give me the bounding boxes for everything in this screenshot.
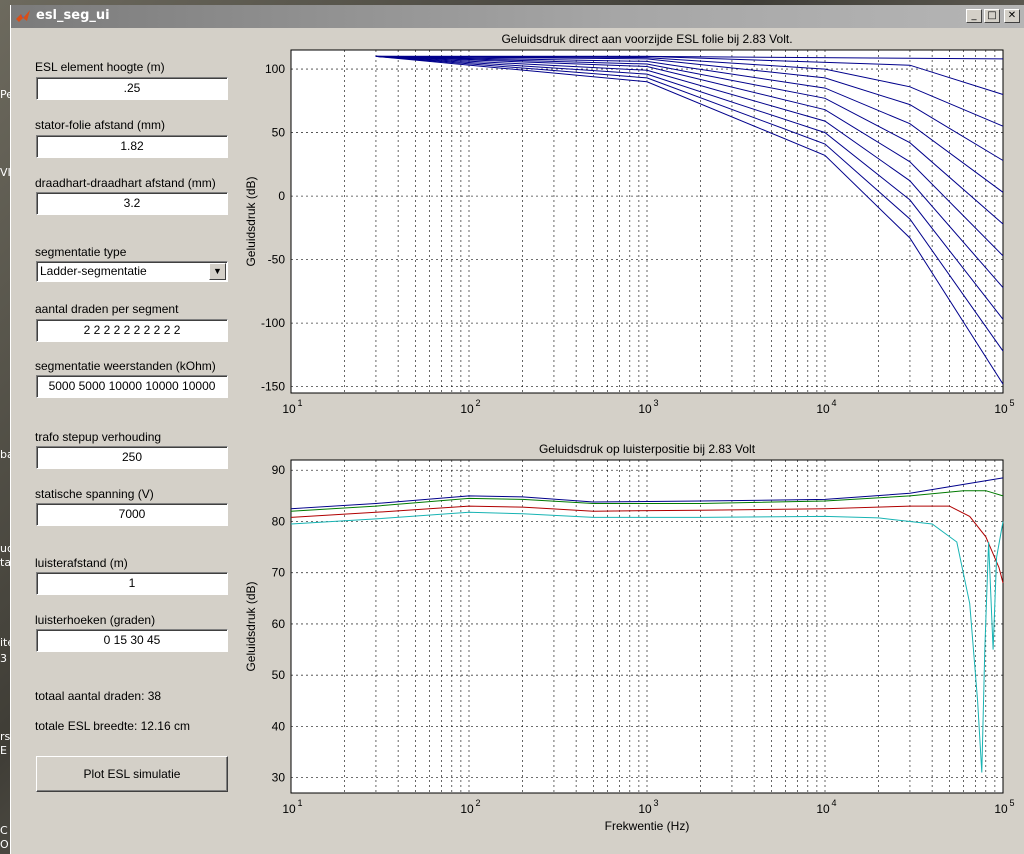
x-tick-exponent: 4 bbox=[831, 398, 836, 408]
series-line bbox=[290, 505, 1004, 584]
desktop-label: O bbox=[0, 838, 9, 851]
segtype-value: Ladder-segmentatie bbox=[40, 264, 147, 278]
wires-input[interactable]: 2 2 2 2 2 2 2 2 2 2 bbox=[36, 319, 228, 342]
series-line bbox=[290, 490, 1004, 512]
close-icon: ✕ bbox=[1007, 10, 1017, 21]
desktop-label: VI bbox=[0, 166, 11, 179]
segtype-select[interactable]: Ladder-segmentatie ▼ bbox=[36, 261, 228, 282]
close-button[interactable]: ✕ bbox=[1004, 9, 1020, 23]
x-tick-label: 10 bbox=[638, 402, 652, 416]
maximize-icon: □ bbox=[987, 10, 997, 21]
distance-label: luisterafstand (m) bbox=[35, 556, 128, 570]
trafo-label: trafo stepup verhouding bbox=[35, 430, 162, 444]
x-tick-exponent: 2 bbox=[475, 398, 480, 408]
y-tick-label: 80 bbox=[272, 514, 286, 528]
wires-label: aantal draden per segment bbox=[35, 302, 179, 316]
desktop-label: C bbox=[0, 824, 8, 837]
x-tick-label: 10 bbox=[638, 802, 652, 816]
x-tick-exponent: 4 bbox=[831, 798, 836, 808]
pitch-input[interactable]: 3.2 bbox=[36, 192, 228, 215]
series-line bbox=[375, 55, 1004, 225]
y-tick-label: 90 bbox=[272, 463, 286, 477]
y-tick-label: 50 bbox=[272, 126, 286, 140]
x-tick-label: 10 bbox=[816, 402, 830, 416]
y-tick-label: 100 bbox=[265, 62, 285, 76]
maximize-button[interactable]: □ bbox=[984, 9, 1000, 23]
y-axis-label: Geluidsdruk (dB) bbox=[244, 581, 258, 671]
minimize-button[interactable]: _ bbox=[966, 9, 982, 23]
y-tick-label: -50 bbox=[268, 253, 286, 267]
resistors-label: segmentatie weerstanden (kOhm) bbox=[35, 359, 216, 373]
angles-input[interactable]: 0 15 30 45 bbox=[36, 629, 228, 652]
matlab-icon[interactable] bbox=[15, 8, 31, 24]
y-tick-label: 50 bbox=[272, 668, 286, 682]
x-tick-exponent: 5 bbox=[1009, 798, 1014, 808]
y-tick-label: -150 bbox=[261, 380, 285, 394]
bias-label: statische spanning (V) bbox=[35, 487, 154, 501]
x-tick-exponent: 3 bbox=[653, 398, 658, 408]
desktop-label: 3 bbox=[0, 652, 7, 665]
minimize-icon: _ bbox=[971, 10, 977, 21]
x-tick-label: 10 bbox=[282, 402, 296, 416]
height-input[interactable]: .25 bbox=[36, 77, 228, 100]
x-tick-label: 10 bbox=[816, 802, 830, 816]
series-line bbox=[290, 511, 1004, 773]
app-window: esl_seg_ui _ □ ✕ ESL element hoogte (m) … bbox=[10, 5, 1024, 854]
series-line bbox=[290, 477, 1004, 510]
total-wires-text: totaal aantal draden: 38 bbox=[35, 689, 162, 703]
resistors-input[interactable]: 5000 5000 10000 10000 10000 bbox=[36, 375, 228, 398]
y-tick-label: 40 bbox=[272, 719, 286, 733]
x-tick-label: 10 bbox=[994, 402, 1008, 416]
pitch-label: draadhart-draadhart afstand (mm) bbox=[35, 176, 216, 190]
chevron-down-icon[interactable]: ▼ bbox=[209, 263, 226, 280]
desktop-label: ta bbox=[0, 556, 12, 569]
total-width-text: totale ESL breedte: 12.16 cm bbox=[35, 719, 190, 733]
x-tick-label: 10 bbox=[460, 802, 474, 816]
window-title: esl_seg_ui bbox=[36, 8, 110, 23]
segtype-label: segmentatie type bbox=[35, 245, 127, 259]
x-tick-label: 10 bbox=[460, 402, 474, 416]
series-line bbox=[375, 55, 1004, 352]
y-tick-label: 30 bbox=[272, 771, 286, 785]
y-tick-label: 60 bbox=[272, 617, 286, 631]
x-tick-exponent: 1 bbox=[297, 798, 302, 808]
bias-input[interactable]: 7000 bbox=[36, 503, 228, 526]
x-tick-exponent: 3 bbox=[653, 798, 658, 808]
series-line bbox=[375, 55, 1004, 161]
series-line bbox=[375, 55, 1004, 320]
x-tick-label: 10 bbox=[282, 802, 296, 816]
y-tick-label: -100 bbox=[261, 316, 285, 330]
series-line bbox=[375, 55, 1004, 385]
x-tick-label: 10 bbox=[994, 802, 1008, 816]
gap-label: stator-folie afstand (mm) bbox=[35, 118, 166, 132]
series-line bbox=[375, 55, 1004, 257]
series-line bbox=[375, 55, 1004, 193]
title-bar[interactable]: esl_seg_ui _ □ ✕ bbox=[11, 5, 1024, 28]
desktop-label: Pe bbox=[0, 88, 14, 101]
y-tick-label: 70 bbox=[272, 566, 286, 580]
chart-title: Geluidsdruk op luisterpositie bij 2.83 V… bbox=[539, 442, 756, 456]
x-axis-label: Frekwentie (Hz) bbox=[605, 819, 690, 833]
plot-button[interactable]: Plot ESL simulatie bbox=[36, 756, 228, 792]
x-tick-exponent: 5 bbox=[1009, 398, 1014, 408]
desktop-label: E bbox=[0, 744, 7, 757]
distance-input[interactable]: 1 bbox=[36, 572, 228, 595]
y-axis-label: Geluidsdruk (dB) bbox=[244, 176, 258, 266]
y-tick-label: 0 bbox=[278, 189, 285, 203]
x-tick-exponent: 1 bbox=[297, 398, 302, 408]
height-label: ESL element hoogte (m) bbox=[35, 60, 165, 74]
gap-input[interactable]: 1.82 bbox=[36, 135, 228, 158]
x-tick-exponent: 2 bbox=[475, 798, 480, 808]
series-line bbox=[375, 55, 1004, 288]
trafo-input[interactable]: 250 bbox=[36, 446, 228, 469]
series-line bbox=[375, 55, 1004, 95]
series-line bbox=[375, 55, 1004, 127]
angles-label: luisterhoeken (graden) bbox=[35, 613, 156, 627]
chart-title: Geluidsdruk direct aan voorzijde ESL fol… bbox=[501, 32, 792, 46]
desktop-label: rs bbox=[0, 730, 11, 743]
